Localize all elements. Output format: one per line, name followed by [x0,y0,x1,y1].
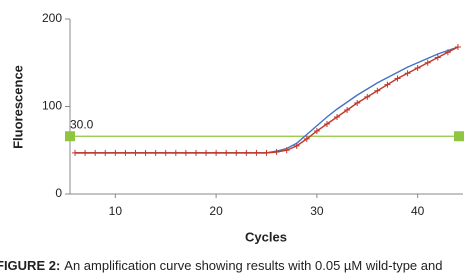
x-tick-label: 10 [109,204,123,218]
point-marker [364,93,371,100]
point-marker [243,149,250,156]
point-marker [424,59,431,66]
point-marker [263,149,270,156]
point-marker [132,149,139,156]
point-marker [323,121,330,127]
point-marker [172,149,179,156]
point-marker [223,149,230,156]
point-marker [102,149,109,156]
point-marker [92,149,99,156]
point-marker [72,149,79,156]
y-tick-label: 0 [55,186,62,200]
y-tick-label: 200 [42,11,62,25]
annotation: 30.0 [70,117,94,131]
point-marker [334,114,341,120]
point-marker [82,149,89,156]
point-marker [283,147,290,154]
caption-text: An amplification curve showing results w… [64,258,442,273]
point-marker [273,149,280,155]
point-marker [313,128,320,134]
x-tick-label: 30 [310,204,324,218]
point-marker [152,149,159,156]
point-marker [454,44,461,50]
x-axis-title: Cycles [245,229,287,244]
point-marker [233,149,240,156]
point-marker [444,49,451,56]
threshold-marker [454,131,464,142]
point-marker [303,135,310,142]
point-marker [112,149,119,156]
point-marker [394,75,401,82]
series-line [75,46,459,154]
point-marker [354,100,361,106]
point-marker [384,81,391,88]
point-marker [414,65,421,71]
series-line [75,46,459,154]
caption-label: FIGURE 2: [0,258,60,273]
point-marker [374,87,381,94]
point-marker [122,149,129,156]
point-marker [434,54,441,61]
point-marker [253,149,260,156]
point-marker [344,107,351,113]
x-tick-label: 40 [411,204,425,218]
point-marker [203,149,210,156]
point-marker [404,70,411,77]
threshold-marker [65,131,75,142]
caption: FIGURE 2: An amplification curve showing … [0,258,442,273]
point-marker [213,149,220,156]
y-tick-label: 100 [42,99,62,113]
point-marker [142,149,149,156]
point-marker [192,149,199,156]
y-axis-title: Fluorescence [10,65,25,149]
point-marker [162,149,169,156]
point-marker [293,142,300,149]
point-marker [182,149,189,156]
x-tick-label: 20 [209,204,223,218]
